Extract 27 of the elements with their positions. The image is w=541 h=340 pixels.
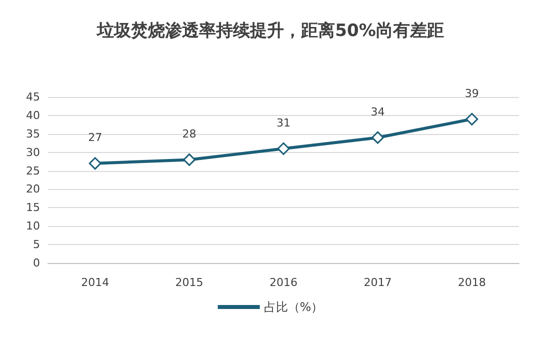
y-tick-label: 0 bbox=[33, 256, 40, 270]
y-tick-label: 30 bbox=[26, 146, 40, 159]
chart-title: 垃圾焚烧渗透率持续提升，距离50%尚有差距 bbox=[96, 21, 444, 41]
point bbox=[466, 112, 478, 126]
y-tick-label: 20 bbox=[26, 182, 40, 196]
y-tick-label: 40 bbox=[26, 108, 40, 122]
point bbox=[183, 153, 196, 166]
x-tick-label: 2015 bbox=[175, 276, 204, 289]
x-tick-label: 2017 bbox=[364, 276, 392, 289]
point bbox=[88, 157, 102, 170]
legend-label: 占比（%） bbox=[264, 300, 324, 314]
x-tick-label: 2018 bbox=[458, 276, 486, 289]
y-tick-label: 35 bbox=[26, 127, 40, 140]
data-label: 28 bbox=[182, 127, 196, 140]
data-label: 34 bbox=[370, 105, 385, 118]
data-label: 27 bbox=[88, 131, 102, 144]
y-tick-label: 15 bbox=[26, 201, 40, 214]
point bbox=[371, 131, 384, 144]
data-label: 31 bbox=[276, 116, 290, 130]
x-tick-label: 2016 bbox=[270, 276, 298, 289]
y-tick-label: 25 bbox=[26, 164, 40, 178]
x-tick-label: 2014 bbox=[81, 276, 110, 289]
y-tick-label: 10 bbox=[26, 220, 40, 233]
y-tick-label: 5 bbox=[33, 238, 40, 252]
point bbox=[277, 142, 290, 155]
y-tick-label: 45 bbox=[26, 90, 40, 104]
data-label: 39 bbox=[464, 86, 479, 100]
